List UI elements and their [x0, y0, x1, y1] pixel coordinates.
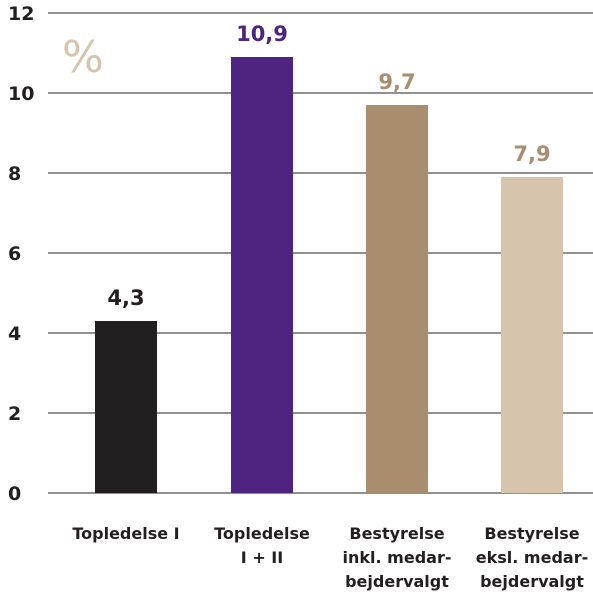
category-label-4-line-1: Bestyrelse	[484, 524, 579, 543]
category-label-2: Topledelse I + II	[214, 524, 310, 567]
y-tick-label-12: 12	[8, 3, 34, 25]
category-label-2-line-2: I + II	[241, 548, 283, 567]
data-label-3: 9,7	[378, 70, 415, 94]
y-tick-label-4: 4	[8, 323, 21, 345]
bar-1	[95, 321, 157, 493]
data-label-4: 7,9	[513, 142, 550, 166]
category-label-4: Bestyrelse eksl. medar-bejdervalgt	[476, 524, 588, 591]
category-label-3: Bestyrelse inkl. medar-bejdervalgt	[343, 524, 452, 591]
category-label-3-line-3: bejdervalgt	[345, 572, 449, 591]
data-label-1: 4,3	[107, 286, 144, 310]
y-tick-label-0: 0	[8, 483, 21, 505]
data-label-2: 10,9	[236, 22, 288, 46]
category-label-3-line-1: Bestyrelse	[349, 524, 444, 543]
y-tick-label-6: 6	[8, 243, 21, 265]
category-label-1: Topledelse I	[72, 524, 179, 543]
y-tick-label-10: 10	[8, 83, 34, 105]
category-label-4-line-2: eksl. medar-	[476, 548, 588, 567]
bar-3	[366, 105, 428, 493]
category-label-2-line-1: Topledelse	[214, 524, 310, 543]
category-label-3-line-2: inkl. medar-	[343, 548, 452, 567]
category-label-1-line-1: Topledelse I	[72, 524, 179, 543]
y-tick-label-8: 8	[8, 163, 21, 185]
category-label-4-line-3: bejdervalgt	[480, 572, 584, 591]
bar-4	[501, 177, 563, 493]
unit-label: %	[62, 32, 104, 83]
bar-2	[231, 57, 293, 493]
y-tick-label-2: 2	[8, 403, 21, 425]
